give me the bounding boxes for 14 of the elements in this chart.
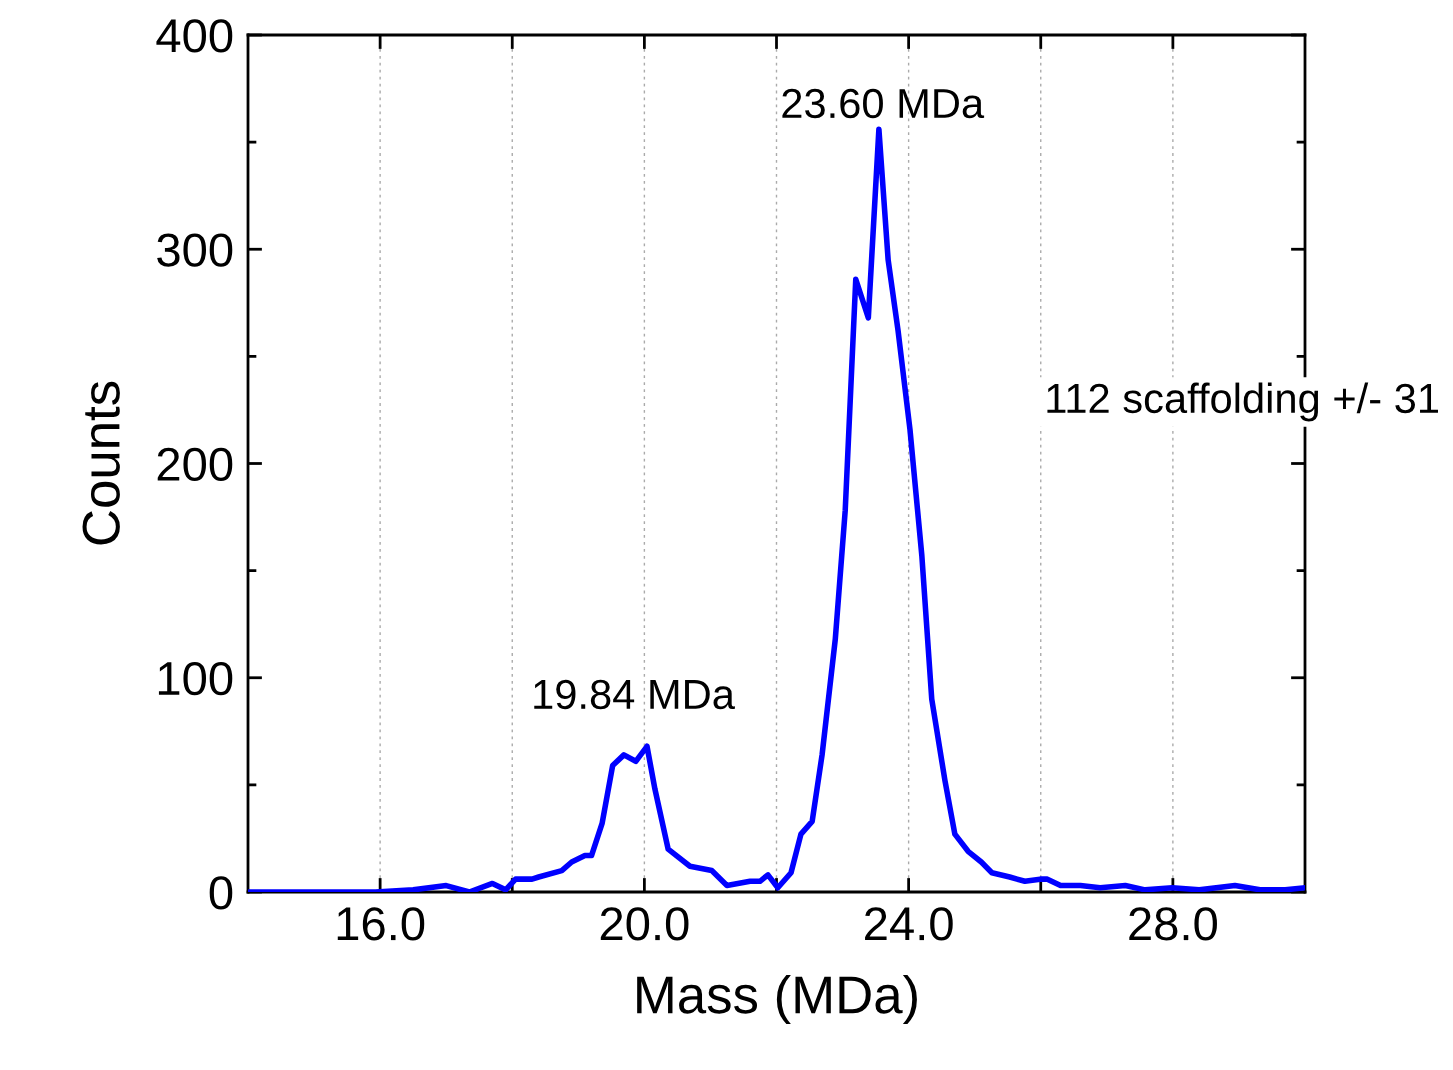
x-axis-title: Mass (MDa) [637,974,917,1025]
y-tick-label: 100 [158,661,233,696]
x-tick-label: 16.0 [337,907,425,941]
annotation: 19.84 MDa [534,679,735,710]
annotation: 112 scaffolding +/- 31 [1047,382,1438,422]
x-tick-label: 20.0 [600,907,689,941]
y-axis-title: Counts [82,381,120,545]
annotation: 23.60 MDa [782,88,985,119]
y-tick-label: 200 [157,447,233,482]
y-tick-label: 0 [209,876,233,910]
y-tick-label: 300 [157,233,233,267]
x-tick-label: 28.0 [1129,907,1217,941]
x-tick-label: 24.0 [865,907,953,941]
y-tick-label: 400 [156,19,233,53]
